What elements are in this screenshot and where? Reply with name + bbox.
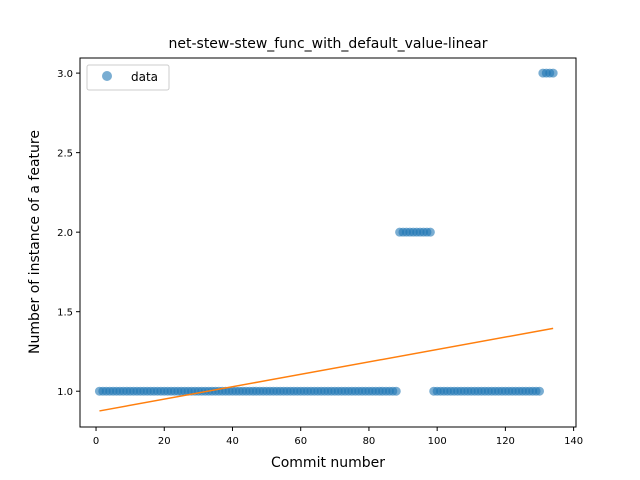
y-tick-label: 2.5 (57, 149, 73, 160)
x-tick-label: 40 (226, 436, 239, 447)
legend-marker-data (102, 71, 112, 81)
x-tick-label: 60 (294, 436, 307, 447)
x-tick-label: 80 (363, 436, 376, 447)
y-tick-label: 1.5 (57, 308, 73, 319)
legend: data (86, 64, 170, 91)
data-point (425, 227, 435, 237)
data-point (535, 386, 544, 396)
plot-frame (79, 57, 577, 428)
plot-area (94, 68, 558, 412)
x-tick-label: 20 (158, 436, 171, 447)
chart-title: net-stew-stew_func_with_default_value-li… (169, 36, 488, 52)
fit-line (99, 327, 554, 412)
legend-label-data: data (131, 70, 158, 84)
data-point (548, 68, 558, 78)
y-tick-label: 1.0 (57, 387, 73, 398)
x-tick-label: 120 (496, 436, 515, 447)
y-tick-label: 2.0 (57, 228, 73, 239)
y-tick-label: 3.0 (57, 69, 73, 80)
y-axis: 1.0 1.5 2.0 2.5 3.0 (57, 69, 80, 398)
y-axis-label: Number of instance of a feature (27, 130, 43, 354)
x-axis: 0 20 40 60 80 100 120 140 (93, 427, 583, 447)
x-tick-label: 100 (428, 436, 447, 447)
x-tick-label: 140 (564, 436, 583, 447)
data-point (391, 386, 401, 396)
x-tick-label: 0 (93, 436, 99, 447)
x-axis-label: Commit number (271, 455, 385, 471)
